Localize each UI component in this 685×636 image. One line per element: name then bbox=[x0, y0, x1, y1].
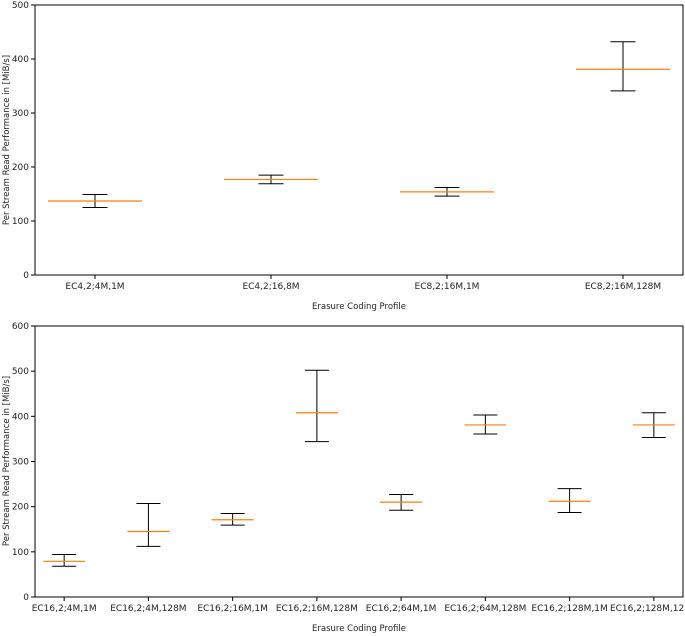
chart-top-plot-area bbox=[34, 4, 684, 276]
y-tick-label: 500 bbox=[12, 367, 29, 377]
chart-top-x-axis: EC4,2;4M,1M EC4,2;16,8M EC8,2;16M,1M EC8,2;… bbox=[65, 275, 661, 292]
error-bar bbox=[632, 412, 675, 439]
chart-bottom-y-axis: 0 100 200 300 400 500 600 bbox=[12, 322, 35, 603]
chart-top-y-axis-label: Per Stream Read Performance in [MiB/s] bbox=[2, 55, 12, 225]
y-tick-label: 0 bbox=[23, 271, 29, 281]
chart-top-error-bars bbox=[48, 41, 670, 208]
y-tick-label: 300 bbox=[12, 458, 29, 468]
error-bar bbox=[224, 174, 319, 185]
y-tick-label: 100 bbox=[12, 217, 29, 227]
error-bar bbox=[43, 554, 86, 567]
x-tick-label: EC16,2;4M,1M bbox=[32, 604, 97, 614]
y-tick-label: 600 bbox=[12, 322, 29, 332]
y-tick-label: 100 bbox=[12, 548, 29, 558]
chart-top-x-axis-label: Erasure Coding Profile bbox=[312, 302, 406, 312]
x-tick-label: EC4,2;4M,1M bbox=[65, 282, 124, 292]
chart-top-y-axis: 0 100 200 300 400 500 bbox=[12, 1, 35, 281]
x-tick-label: EC8,2;16M,1M bbox=[415, 282, 480, 292]
chart-bottom-y-axis-label: Per Stream Read Performance in [MiB/s] bbox=[2, 376, 12, 546]
x-tick-label: EC16,2;128M,1M bbox=[531, 604, 607, 614]
y-tick-label: 400 bbox=[12, 412, 29, 422]
x-tick-label: EC16,2;128M,128M bbox=[610, 604, 685, 614]
x-tick-label: EC16,2;16M,1M bbox=[197, 604, 268, 614]
error-bar bbox=[464, 414, 507, 435]
chart-bottom-x-axis-label: Erasure Coding Profile bbox=[312, 624, 406, 634]
y-tick-label: 400 bbox=[12, 55, 29, 65]
error-bar bbox=[48, 194, 143, 208]
chart-bottom-plot-area bbox=[34, 325, 684, 598]
error-bar bbox=[211, 512, 254, 526]
y-tick-label: 0 bbox=[23, 593, 29, 603]
error-bar bbox=[575, 41, 670, 92]
y-tick-label: 200 bbox=[12, 163, 29, 173]
y-tick-label: 300 bbox=[12, 109, 29, 119]
error-bar bbox=[127, 503, 170, 547]
chart-bottom-x-axis: EC16,2;4M,1M EC16,2;4M,128M EC16,2;16M,1M E… bbox=[32, 597, 685, 614]
error-bar bbox=[295, 369, 338, 443]
x-tick-label: EC16,2;4M,128M bbox=[110, 604, 186, 614]
x-tick-label: EC16,2;64M,128M bbox=[444, 604, 526, 614]
x-tick-label: EC16,2;16M,128M bbox=[276, 604, 358, 614]
error-bar bbox=[548, 488, 591, 514]
y-tick-label: 500 bbox=[12, 1, 29, 11]
error-bar bbox=[399, 187, 494, 197]
y-tick-label: 200 bbox=[12, 503, 29, 513]
x-tick-label: EC16,2;64M,1M bbox=[366, 604, 437, 614]
x-tick-label: EC4,2;16,8M bbox=[242, 282, 299, 292]
error-bar bbox=[380, 493, 423, 511]
chart-bottom-error-bars bbox=[43, 369, 675, 567]
x-tick-label: EC8,2;16M,128M bbox=[585, 282, 661, 292]
